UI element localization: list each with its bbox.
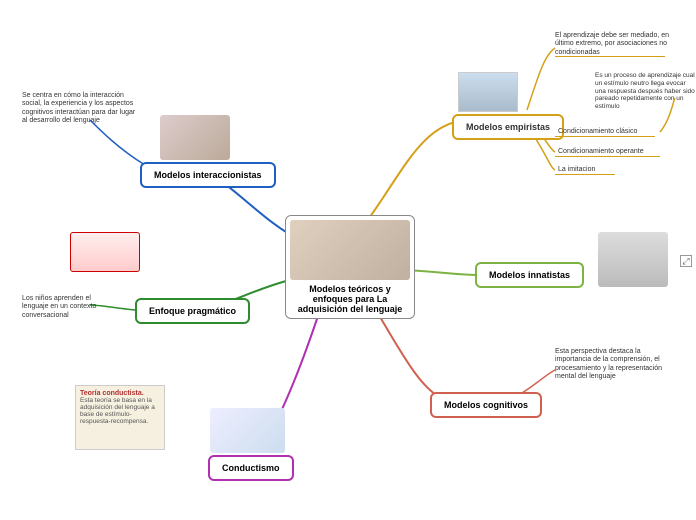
note-interaccionistas: Se centra en cómo la interacción social,… (22, 92, 142, 126)
conductismo-box-body: Esta teoría se basa en la adquisición de… (80, 397, 160, 426)
expand-icon[interactable]: ⤢ (680, 255, 692, 267)
note-clasico-desc: Es un proceso de aprendizaje cual un est… (595, 72, 695, 111)
empiristas-thumb (458, 72, 518, 112)
branch-interaccionistas[interactable]: Modelos interaccionistas (140, 162, 276, 188)
center-image (290, 220, 410, 280)
underline-2 (555, 136, 655, 137)
interaccionistas-label: Modelos interaccionistas (154, 170, 262, 180)
branch-empiristas[interactable]: Modelos empiristas (452, 114, 564, 140)
empiristas-label: Modelos empiristas (466, 122, 550, 132)
note-pragmatico: Los niños aprenden el lenguaje en un con… (22, 295, 117, 320)
conductismo-thumb (210, 408, 285, 453)
innatistas-thumb (598, 232, 668, 287)
cognitivos-label: Modelos cognitivos (444, 400, 528, 410)
pragmatico-label: Enfoque pragmático (149, 306, 236, 316)
branch-innatistas[interactable]: Modelos innatistas (475, 262, 584, 288)
underline-1 (555, 56, 665, 57)
underline-3 (555, 156, 660, 157)
note-empiristas-top: El aprendizaje debe ser mediado, en últi… (555, 32, 675, 57)
innatistas-label: Modelos innatistas (489, 270, 570, 280)
branch-cognitivos[interactable]: Modelos cognitivos (430, 392, 542, 418)
center-title: Modelos teóricos y enfoques para La adqu… (290, 284, 410, 314)
note-cognitivos: Esta perspectiva destaca la importancia … (555, 348, 675, 382)
branch-conductismo[interactable]: Conductismo (208, 455, 294, 481)
pragmatico-thumb (70, 232, 140, 272)
branch-pragmatico[interactable]: Enfoque pragmático (135, 298, 250, 324)
interaccionistas-thumb (160, 115, 230, 160)
center-node[interactable]: Modelos teóricos y enfoques para La adqu… (285, 215, 415, 319)
conductismo-box-title: Teoría conductista. (80, 390, 160, 397)
conductismo-label: Conductismo (222, 463, 280, 473)
conductismo-textbox: Teoría conductista. Esta teoría se basa … (75, 385, 165, 450)
underline-4 (555, 174, 615, 175)
